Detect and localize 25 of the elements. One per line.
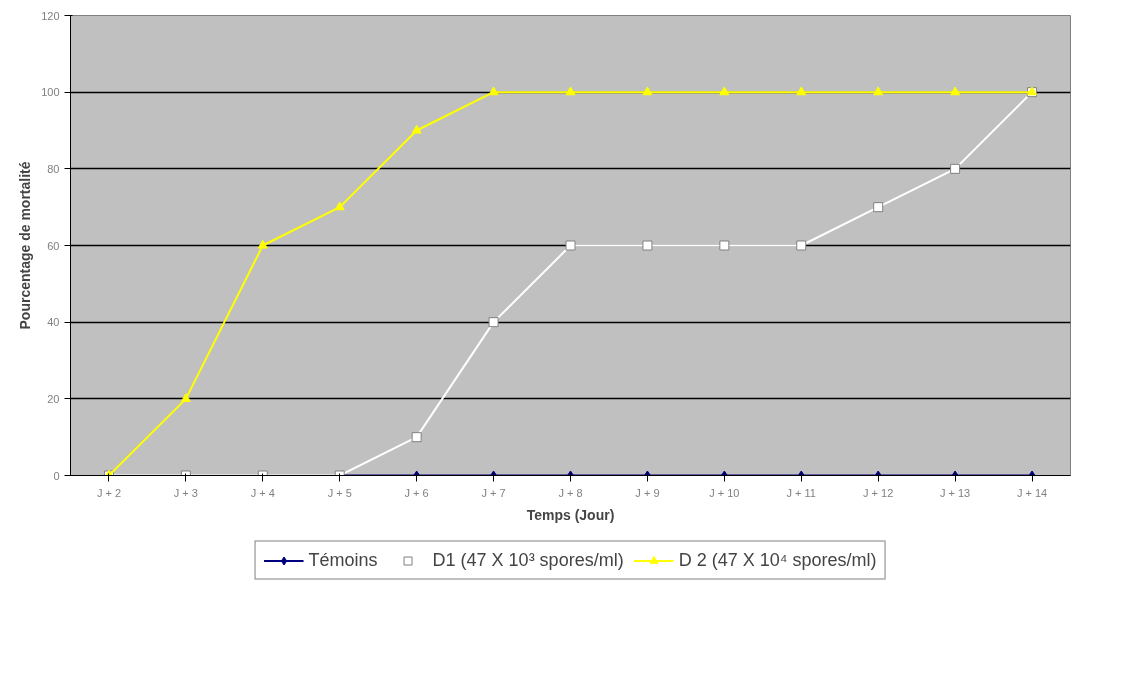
x-axis-title: Temps (Jour) [526, 506, 615, 523]
y-tick-label: 40 [47, 316, 60, 329]
y-tick-label: 80 [47, 162, 60, 175]
x-tick-label: J + 5 [327, 486, 352, 499]
y-tick-label: 60 [47, 239, 60, 252]
x-tick-label: J + 2 [96, 486, 122, 499]
x-tick-label: J + 3 [173, 486, 198, 499]
legend-label: D1 (47 X 10³ spores/ml) [432, 549, 624, 571]
x-tick-label: J + 9 [635, 486, 660, 499]
x-tick-label: J + 12 [863, 486, 894, 499]
legend-label: Témoins [308, 549, 378, 571]
legend-label: D 2 (47 X 10⁴ spores/ml) [678, 549, 877, 571]
y-tick-label: 120 [41, 9, 60, 22]
x-tick-label: J + 10 [709, 486, 740, 499]
y-tick-label: 100 [41, 86, 60, 99]
x-tick-label: J + 11 [786, 486, 817, 499]
x-tick-label: J + 8 [558, 486, 583, 499]
x-tick-label: J + 13 [939, 486, 971, 499]
x-tick-label: J + 6 [404, 486, 429, 499]
x-tick-label: J + 7 [481, 486, 506, 499]
x-tick-label: J + 14 [1016, 486, 1048, 499]
y-tick-label: 20 [47, 392, 60, 405]
y-tick-label: 0 [53, 469, 60, 482]
y-axis-title: Pourcentage de mortalité [17, 161, 34, 330]
x-tick-label: J + 4 [250, 486, 275, 499]
